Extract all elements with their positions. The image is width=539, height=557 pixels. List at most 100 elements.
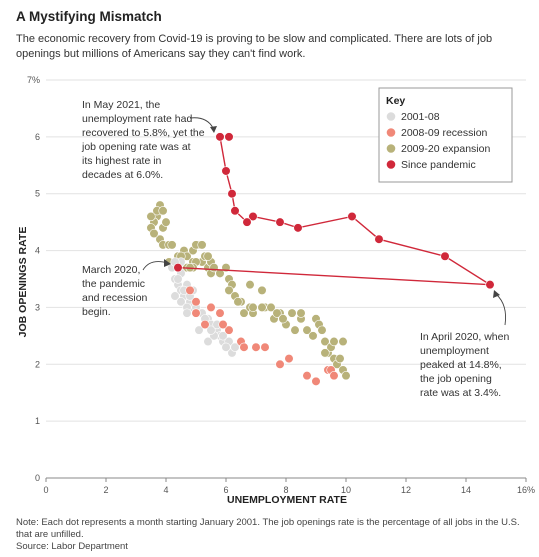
data-point [158,206,168,216]
data-point [239,342,249,352]
data-point [176,297,186,307]
data-point [260,342,270,352]
pandemic-point [221,166,231,176]
data-point [173,274,183,284]
data-point [266,302,276,313]
annotation-line: the job opening [420,373,492,385]
annotation-line: its highest rate in [82,155,162,167]
data-point [191,308,201,318]
legend-swatch [386,144,396,153]
legend-swatch [386,128,396,137]
data-point [329,336,339,347]
annotation-line: the pandemic [82,278,145,290]
legend-entry: 2009-20 expansion [401,143,490,155]
legend-entry: 2001-08 [401,111,440,123]
annotation-line: begin. [82,306,111,318]
data-point [218,319,228,330]
pandemic-point [224,132,234,142]
x-tick-label: 8 [283,485,288,495]
x-tick-label: 6 [223,485,228,495]
data-point [215,268,225,278]
data-point [320,348,330,358]
x-tick-label: 4 [163,485,168,495]
x-tick-label: 2 [103,485,108,495]
data-point [224,285,234,295]
annotation-april-2020: In April 2020, when unemployment peaked … [420,290,509,399]
data-point [206,302,216,313]
y-tick-label: 3 [35,302,40,312]
data-point [272,308,282,318]
x-axis-label: UNEMPLOYMENT RATE [227,494,347,506]
chart-note: Note: Each dot represents a month starti… [16,517,520,540]
annotation-line: job opening rate was at [81,141,191,153]
data-point [251,342,261,352]
data-point [224,325,234,335]
pandemic-point [173,263,183,273]
data-point [296,308,306,318]
arrowhead-icon [210,126,217,133]
annotation-line: March 2020, [82,264,140,276]
pandemic-point [275,217,285,227]
pandemic-points [173,132,495,290]
data-point [215,308,225,318]
y-tick-label: 5 [35,189,40,199]
data-point [170,291,180,301]
pandemic-point [347,211,357,222]
data-point [302,325,312,335]
data-point [203,251,213,261]
data-point [311,376,321,386]
arrowhead-icon [493,290,500,298]
annotation-arrow [495,293,507,326]
chart-title: A Mystifying Mismatch [16,9,162,24]
legend-items: 2001-08 2008-09 recession 2009-20 expansio… [386,111,490,171]
pandemic-point [440,251,450,261]
annotation-may-2021: In May 2021, the unemployment rate had r… [81,99,217,181]
data-point [320,336,330,347]
data-point [197,240,207,250]
y-tick-label: 1 [35,416,40,426]
data-point [329,371,339,381]
data-point [302,371,312,381]
data-point [317,325,327,335]
data-point [284,354,294,364]
data-point [230,342,240,352]
pandemic-point [485,280,495,290]
annotation-line: In April 2020, when [420,331,509,343]
x-tick-label: 10 [341,485,351,495]
data-point [257,302,267,313]
y-tick-label: 6 [35,132,40,142]
x-tick-label: 12 [401,485,411,495]
legend-title: Key [386,95,405,107]
x-tick-label: 16% [517,485,535,495]
y-tick-label: 4 [35,246,40,256]
arrowhead-icon [164,259,171,267]
data-point [233,297,243,307]
chart-subtitle: The economic recovery from Covid-19 is p… [16,33,493,60]
data-point [338,336,348,347]
data-point [161,217,171,227]
data-point [200,319,210,330]
data-point [194,325,204,335]
chart-source: Source: Labor Department [16,541,128,552]
data-point [257,285,267,295]
pandemic-point [248,211,258,222]
annotation-line: unemployment rate had [82,113,192,125]
annotation-line: and recession [82,292,148,304]
x-tick-label: 0 [43,485,48,495]
data-point [149,228,159,239]
data-point [275,359,285,369]
y-tick-label: 2 [35,359,40,369]
data-point [218,331,228,341]
data-point [221,342,231,352]
data-point [341,371,351,381]
data-point [245,280,255,290]
pandemic-point [242,217,252,227]
annotation-line: recovered to 5.8%, yet the [82,127,205,139]
annotation-line: unemployment [420,345,489,357]
data-point [308,331,318,341]
legend-entry: Since pandemic [401,159,476,171]
data-point [203,336,213,347]
data-point [290,325,300,335]
